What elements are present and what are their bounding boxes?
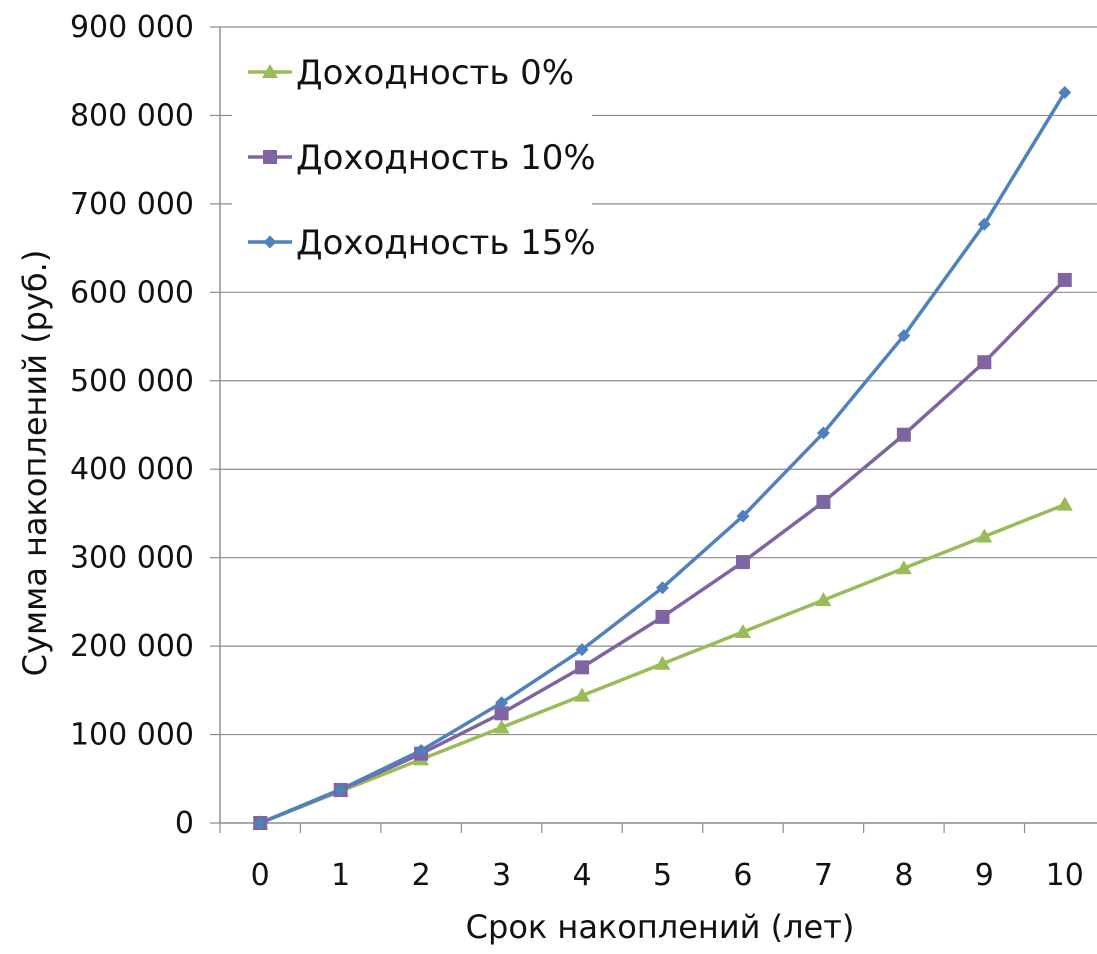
x-tick-label: 0 [251,858,270,893]
legend-background [232,40,592,278]
data-point-1 [654,655,671,670]
axis-labels: Срок накоплений (лет) Сумма накоплений (… [16,250,854,946]
data-point-3 [816,426,830,440]
data-point-1 [493,719,510,734]
legend-marker-1 [262,64,278,78]
y-tick-label: 800 000 [70,98,194,133]
legend-marker-2 [263,150,277,164]
y-tick-label: 500 000 [70,364,194,399]
data-point-3 [736,509,750,523]
x-tick-label: 5 [653,858,672,893]
data-point-2 [655,609,670,624]
data-point-1 [815,592,832,607]
data-point-1 [976,528,993,543]
data-markers [252,85,1073,830]
data-point-1 [1056,496,1073,511]
data-point-2 [494,706,509,721]
x-tick-label: 9 [975,858,994,893]
y-axis-title: Сумма накоплений (руб.) [16,250,54,677]
x-tick-label: 3 [492,858,511,893]
legend-marker-3 [263,235,277,249]
x-tick-label: 6 [733,858,752,893]
data-point-2 [896,427,911,442]
data-point-3 [334,782,348,796]
data-point-2 [1057,272,1072,287]
data-point-3 [414,743,428,757]
data-point-2 [816,494,831,509]
y-tick-label: 900 000 [70,10,194,45]
x-tick-label: 2 [412,858,431,893]
data-point-3 [495,696,509,710]
data-point-1 [734,623,751,638]
legend-label-1: Доходность 0% [296,53,574,93]
legend-label-2: Доходность 10% [296,138,596,178]
x-tick-label: 7 [814,858,833,893]
legend-label-3: Доходность 15% [296,223,596,263]
data-point-3 [977,217,991,231]
y-tick-label: 200 000 [70,629,194,664]
x-tick-label: 4 [572,858,591,893]
data-point-3 [1058,85,1072,99]
y-tick-label: 400 000 [70,452,194,487]
data-point-2 [977,355,992,370]
x-tick-label: 8 [894,858,913,893]
data-point-3 [897,329,911,343]
data-point-2 [575,660,590,675]
y-tick-label: 300 000 [70,541,194,576]
y-tick-label: 600 000 [70,275,194,310]
axes: 0 100 000 200 000 300 000 400 000 500 000 600 … [70,10,1097,893]
data-point-3 [575,643,589,657]
x-tick-label: 10 [1046,858,1084,893]
y-tick-label: 700 000 [70,187,194,222]
y-tick-label: 100 000 [70,718,194,753]
x-tick-label: 1 [331,858,350,893]
y-tick-label: 0 [175,806,194,841]
x-axis-title: Срок накоплений (лет) [466,908,855,946]
legend: Доходность 0% Доходность 10% Доходность 15… [232,40,596,278]
data-point-3 [656,581,669,595]
data-point-2 [735,555,750,570]
data-point-3 [253,816,267,830]
data-point-1 [574,687,591,702]
data-point-1 [895,560,912,575]
